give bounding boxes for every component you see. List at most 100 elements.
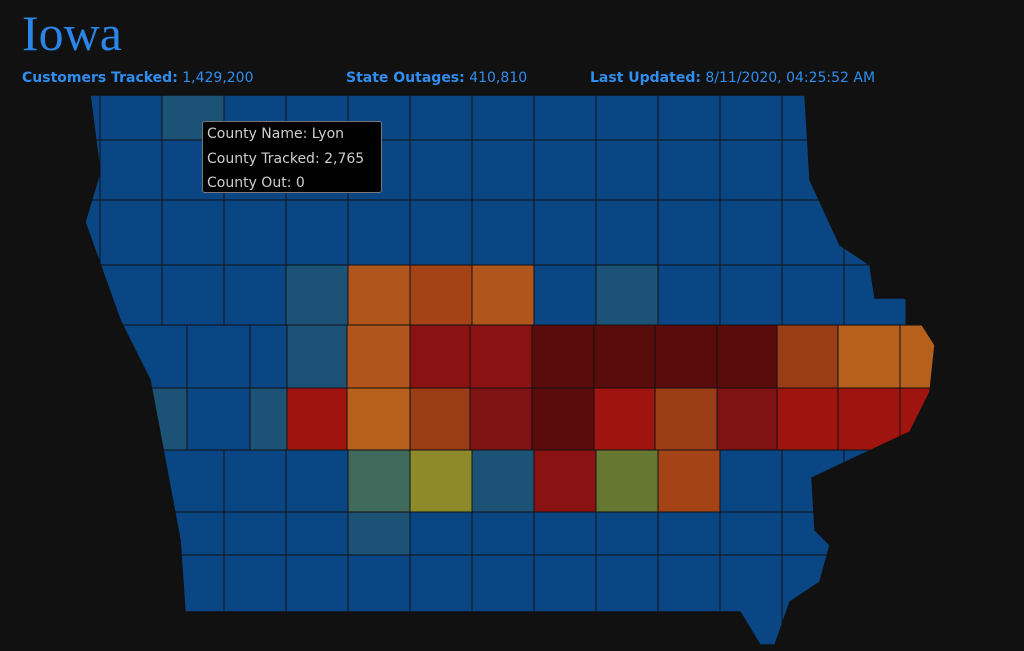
county[interactable] bbox=[347, 199, 411, 266]
county[interactable] bbox=[409, 449, 473, 513]
county[interactable] bbox=[716, 324, 778, 389]
county[interactable] bbox=[471, 264, 535, 326]
county[interactable] bbox=[347, 511, 411, 556]
county[interactable] bbox=[60, 554, 101, 650]
county[interactable] bbox=[285, 449, 349, 513]
county[interactable] bbox=[80, 387, 188, 451]
county[interactable] bbox=[843, 199, 907, 266]
county[interactable] bbox=[533, 139, 597, 201]
county[interactable] bbox=[595, 139, 659, 201]
county[interactable] bbox=[533, 511, 597, 556]
county[interactable] bbox=[719, 95, 783, 141]
county[interactable] bbox=[657, 449, 721, 513]
county[interactable] bbox=[99, 199, 163, 266]
county[interactable] bbox=[346, 387, 411, 451]
county[interactable] bbox=[347, 449, 411, 513]
county[interactable] bbox=[223, 449, 287, 513]
county[interactable] bbox=[533, 449, 597, 513]
county[interactable] bbox=[531, 387, 595, 451]
county[interactable] bbox=[161, 511, 225, 556]
county[interactable] bbox=[533, 199, 597, 266]
county[interactable] bbox=[285, 554, 349, 650]
county[interactable] bbox=[533, 554, 597, 650]
county[interactable] bbox=[347, 554, 411, 650]
county[interactable] bbox=[186, 324, 251, 389]
county[interactable] bbox=[719, 264, 783, 326]
county[interactable] bbox=[595, 95, 659, 141]
county[interactable] bbox=[409, 95, 473, 141]
county[interactable] bbox=[80, 324, 188, 389]
county[interactable] bbox=[286, 387, 348, 451]
county[interactable] bbox=[409, 554, 473, 650]
county[interactable] bbox=[469, 324, 533, 389]
county[interactable] bbox=[595, 511, 659, 556]
county[interactable] bbox=[843, 95, 907, 141]
county[interactable] bbox=[781, 139, 845, 201]
county[interactable] bbox=[595, 449, 659, 513]
county[interactable] bbox=[657, 264, 721, 326]
county[interactable] bbox=[186, 387, 251, 451]
county[interactable] bbox=[285, 199, 349, 266]
county[interactable] bbox=[346, 324, 411, 389]
county[interactable] bbox=[657, 554, 721, 650]
county[interactable] bbox=[285, 511, 349, 556]
county[interactable] bbox=[99, 139, 163, 201]
county[interactable] bbox=[99, 554, 163, 650]
county[interactable] bbox=[60, 264, 101, 326]
county[interactable] bbox=[843, 449, 907, 513]
county[interactable] bbox=[60, 95, 101, 141]
county[interactable] bbox=[899, 324, 960, 389]
county[interactable] bbox=[471, 95, 535, 141]
county[interactable] bbox=[654, 324, 718, 389]
county[interactable] bbox=[776, 387, 839, 451]
county[interactable] bbox=[843, 554, 907, 650]
county[interactable] bbox=[409, 139, 473, 201]
county[interactable] bbox=[533, 95, 597, 141]
county[interactable] bbox=[781, 511, 845, 556]
county[interactable] bbox=[781, 95, 845, 141]
county[interactable] bbox=[719, 511, 783, 556]
county[interactable] bbox=[595, 199, 659, 266]
county[interactable] bbox=[843, 139, 907, 201]
county[interactable] bbox=[533, 264, 597, 326]
county[interactable] bbox=[99, 511, 163, 556]
county[interactable] bbox=[99, 264, 163, 326]
county[interactable] bbox=[60, 449, 101, 513]
county[interactable] bbox=[719, 139, 783, 201]
county[interactable] bbox=[837, 324, 901, 389]
county[interactable] bbox=[223, 511, 287, 556]
county[interactable] bbox=[161, 264, 225, 326]
county[interactable] bbox=[657, 95, 721, 141]
county[interactable] bbox=[719, 449, 783, 513]
county[interactable] bbox=[223, 264, 287, 326]
county[interactable] bbox=[657, 139, 721, 201]
county[interactable] bbox=[719, 554, 783, 650]
county[interactable] bbox=[469, 387, 533, 451]
county[interactable] bbox=[843, 511, 907, 556]
county[interactable] bbox=[471, 511, 535, 556]
county[interactable] bbox=[161, 554, 225, 650]
county[interactable] bbox=[719, 199, 783, 266]
county[interactable] bbox=[347, 264, 411, 326]
county[interactable] bbox=[899, 387, 960, 451]
county[interactable] bbox=[531, 324, 595, 389]
county[interactable] bbox=[161, 95, 225, 141]
county[interactable] bbox=[471, 554, 535, 650]
county[interactable] bbox=[60, 199, 101, 266]
county[interactable] bbox=[285, 264, 349, 326]
county[interactable] bbox=[595, 554, 659, 650]
county[interactable] bbox=[223, 199, 287, 266]
county[interactable] bbox=[593, 387, 656, 451]
county[interactable] bbox=[249, 387, 288, 451]
county[interactable] bbox=[249, 324, 288, 389]
county[interactable] bbox=[409, 264, 473, 326]
county[interactable] bbox=[161, 199, 225, 266]
county[interactable] bbox=[99, 95, 163, 141]
county[interactable] bbox=[471, 449, 535, 513]
county[interactable] bbox=[471, 199, 535, 266]
county[interactable] bbox=[471, 139, 535, 201]
county[interactable] bbox=[716, 387, 778, 451]
county[interactable] bbox=[593, 324, 656, 389]
county[interactable] bbox=[409, 387, 471, 451]
county[interactable] bbox=[657, 199, 721, 266]
